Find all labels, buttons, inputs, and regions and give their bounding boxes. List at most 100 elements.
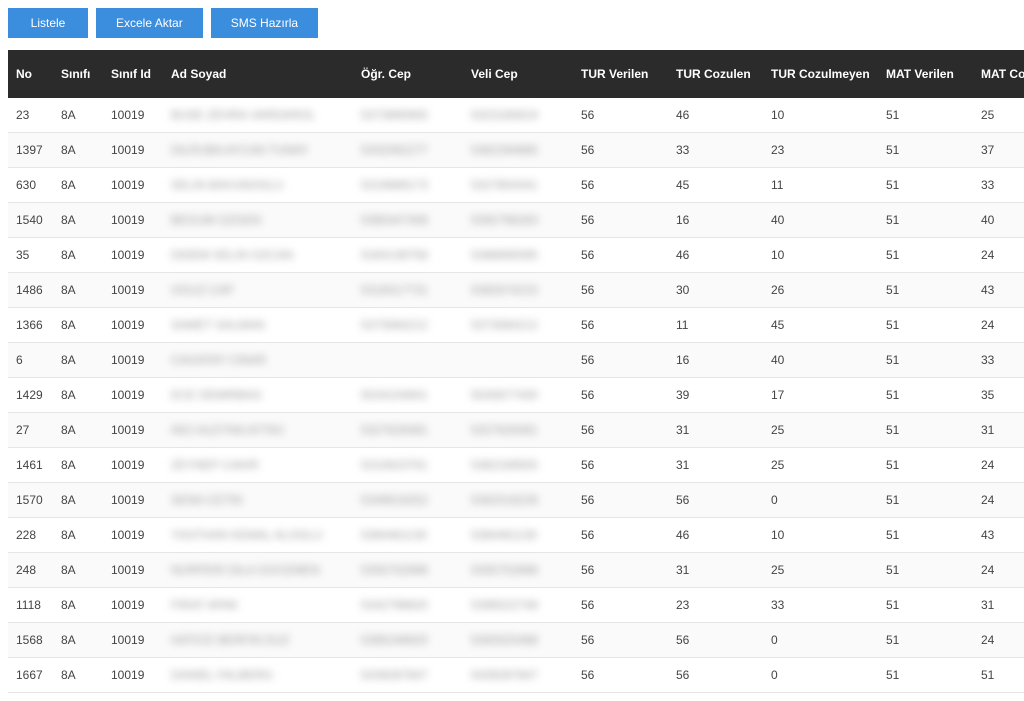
cell-turcozulen: 46 xyxy=(668,98,763,133)
cell-turverilen: 56 xyxy=(573,588,668,623)
cell-sinifid: 10019 xyxy=(103,308,163,343)
table-row[interactable]: 15408A10019BEGUM OZGEN538544730853927962… xyxy=(8,203,1024,238)
table-row[interactable]: 358A10019DIDEM SELIN OZCAN53401387585388… xyxy=(8,238,1024,273)
cell-turverilen: 56 xyxy=(573,483,668,518)
cell-matcozulen: 24 xyxy=(973,308,1024,343)
cell-ogrcep: 5349619252 xyxy=(353,483,463,518)
cell-sinifi: 8A xyxy=(53,588,103,623)
cell-adsoyad: INCI ALEYNA AYTAC xyxy=(163,413,353,448)
cell-matverilen: 51 xyxy=(878,483,973,518)
cell-velicep: 5382169555 xyxy=(463,448,573,483)
cell-matverilen: 51 xyxy=(878,413,973,448)
cell-sinifi: 8A xyxy=(53,238,103,273)
cell-no: 1366 xyxy=(8,308,53,343)
cell-turverilen: 56 xyxy=(573,623,668,658)
col-turcozulen[interactable]: TUR Cozulen xyxy=(668,50,763,98)
cell-turcozulmeyen: 11 xyxy=(763,168,878,203)
cell-adsoyad: SAMET SALMAN xyxy=(163,308,353,343)
table-row[interactable]: 14298A10019ECE DEMIRBAS55341048415545877… xyxy=(8,378,1024,413)
col-sinifid[interactable]: Sınıf Id xyxy=(103,50,163,98)
table-row[interactable]: 14868A10019OGUZ CAP531601773153826742155… xyxy=(8,273,1024,308)
table-row[interactable]: 2488A10019NURPERI DILA GOCEMEN5355752898… xyxy=(8,553,1024,588)
cell-turcozulmeyen: 0 xyxy=(763,623,878,658)
col-no[interactable]: No xyxy=(8,50,53,98)
table-row[interactable]: 16678A10019DANIEL FALBERG543928784754392… xyxy=(8,658,1024,693)
cell-matcozulen: 25 xyxy=(973,98,1024,133)
cell-ogrcep: 5310623761 xyxy=(353,448,463,483)
table-row[interactable]: 15708A10019SENA CETIN5349619252536251822… xyxy=(8,483,1024,518)
table-row[interactable]: 278A10019INCI ALEYNA AYTAC53276250815327… xyxy=(8,413,1024,448)
excele-aktar-button[interactable]: Excele Aktar xyxy=(96,8,203,38)
cell-sinifi: 8A xyxy=(53,98,103,133)
table-row[interactable]: 11188A10019FIRAT APAK5342798820539652274… xyxy=(8,588,1024,623)
cell-sinifid: 10019 xyxy=(103,133,163,168)
cell-turcozulen: 39 xyxy=(668,378,763,413)
col-matcozulen[interactable]: MAT Cozulen xyxy=(973,50,1024,98)
cell-sinifid: 10019 xyxy=(103,483,163,518)
cell-turcozulen: 31 xyxy=(668,448,763,483)
cell-sinifi: 8A xyxy=(53,483,103,518)
table-row[interactable]: 14618A10019ZEYNEP CAKIR53106237615382169… xyxy=(8,448,1024,483)
cell-matverilen: 51 xyxy=(878,553,973,588)
cell-velicep: 5327804341 xyxy=(463,168,573,203)
cell-turverilen: 56 xyxy=(573,343,668,378)
cell-matcozulen: 37 xyxy=(973,133,1024,168)
col-turverilen[interactable]: TUR Verilen xyxy=(573,50,668,98)
col-adsoyad[interactable]: Ad Soyad xyxy=(163,50,353,98)
col-sinifi[interactable]: Sınıfı xyxy=(53,50,103,98)
table-row[interactable]: 13668A10019SAMET SALMAN53730842125373084… xyxy=(8,308,1024,343)
col-matverilen[interactable]: MAT Verilen xyxy=(878,50,973,98)
table-row[interactable]: 68A10019CAGATAY CINAR561640513318 xyxy=(8,343,1024,378)
cell-velicep: 5384461130 xyxy=(463,518,573,553)
cell-turcozulmeyen: 10 xyxy=(763,238,878,273)
cell-sinifid: 10019 xyxy=(103,343,163,378)
cell-adsoyad: HATICE BERFIN DUZ xyxy=(163,623,353,658)
cell-sinifid: 10019 xyxy=(103,413,163,448)
cell-ogrcep: 5355752898 xyxy=(353,553,463,588)
cell-turcozulmeyen: 40 xyxy=(763,203,878,238)
cell-turcozulen: 31 xyxy=(668,413,763,448)
cell-adsoyad: YIGITHAN KEMAL ALOGLU xyxy=(163,518,353,553)
sms-hazirla-button[interactable]: SMS Hazırla xyxy=(211,8,318,38)
cell-turcozulmeyen: 10 xyxy=(763,518,878,553)
cell-turcozulmeyen: 0 xyxy=(763,658,878,693)
col-turcozulmeyen[interactable]: TUR Cozulmeyen xyxy=(763,50,878,98)
cell-turcozulen: 56 xyxy=(668,623,763,658)
listele-button[interactable]: Listele xyxy=(8,8,88,38)
cell-ogrcep: 5342092277 xyxy=(353,133,463,168)
cell-no: 1429 xyxy=(8,378,53,413)
cell-turcozulmeyen: 25 xyxy=(763,413,878,448)
table-row[interactable]: 2288A10019YIGITHAN KEMAL ALOGLU538446113… xyxy=(8,518,1024,553)
cell-adsoyad: ZEYNEP CAKIR xyxy=(163,448,353,483)
table-row[interactable]: 15688A10019HATICE BERFIN DUZ538524892053… xyxy=(8,623,1024,658)
col-velicep[interactable]: Veli Cep xyxy=(463,50,573,98)
cell-ogrcep: 5319689173 xyxy=(353,168,463,203)
cell-ogrcep: 5373084212 xyxy=(353,308,463,343)
cell-no: 248 xyxy=(8,553,53,588)
table-row[interactable]: 6308A10019SELIN BAVUNOGLU531968917353278… xyxy=(8,168,1024,203)
cell-sinifi: 8A xyxy=(53,273,103,308)
cell-matverilen: 51 xyxy=(878,658,973,693)
cell-matverilen: 51 xyxy=(878,203,973,238)
cell-no: 630 xyxy=(8,168,53,203)
data-table: No Sınıfı Sınıf Id Ad Soyad Öğr. Cep Vel… xyxy=(8,50,1024,693)
cell-sinifid: 10019 xyxy=(103,238,163,273)
cell-matcozulen: 51 xyxy=(973,658,1024,693)
cell-turcozulmeyen: 33 xyxy=(763,588,878,623)
cell-turcozulen: 45 xyxy=(668,168,763,203)
cell-turverilen: 56 xyxy=(573,98,668,133)
cell-no: 1540 xyxy=(8,203,53,238)
cell-ogrcep: 5316017731 xyxy=(353,273,463,308)
cell-ogrcep: 5340138758 xyxy=(353,238,463,273)
cell-turcozulen: 31 xyxy=(668,553,763,588)
cell-matverilen: 51 xyxy=(878,588,973,623)
cell-turcozulen: 16 xyxy=(668,343,763,378)
table-row[interactable]: 238A10019BUSE ZEHRA VARDAROL537389090553… xyxy=(8,98,1024,133)
col-ogrcep[interactable]: Öğr. Cep xyxy=(353,50,463,98)
table-row[interactable]: 13978A10019DILRUBA AYCAN TUNAY5342092277… xyxy=(8,133,1024,168)
cell-sinifi: 8A xyxy=(53,518,103,553)
cell-sinifid: 10019 xyxy=(103,658,163,693)
cell-matcozulen: 31 xyxy=(973,413,1024,448)
cell-matcozulen: 24 xyxy=(973,483,1024,518)
cell-turcozulen: 30 xyxy=(668,273,763,308)
